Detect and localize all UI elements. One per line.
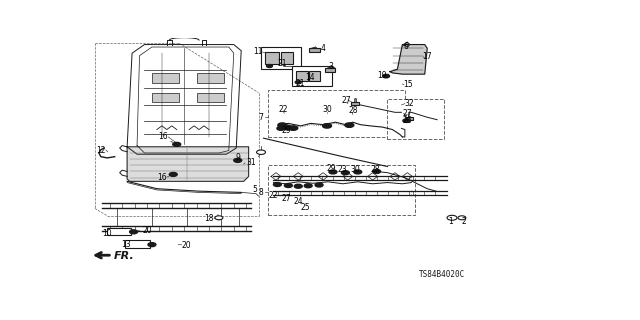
Circle shape bbox=[284, 184, 292, 188]
Text: 30: 30 bbox=[351, 165, 361, 174]
Text: 13: 13 bbox=[121, 240, 131, 249]
Text: 15: 15 bbox=[404, 80, 413, 89]
Text: 26: 26 bbox=[403, 116, 412, 125]
Text: 14: 14 bbox=[305, 73, 314, 82]
Text: 9: 9 bbox=[236, 153, 240, 162]
Text: 16: 16 bbox=[159, 132, 168, 141]
Text: 27: 27 bbox=[281, 194, 291, 203]
Text: 7: 7 bbox=[259, 113, 264, 122]
Circle shape bbox=[329, 170, 337, 174]
Text: 11: 11 bbox=[253, 47, 262, 56]
Bar bbox=[261, 47, 301, 69]
Circle shape bbox=[257, 150, 266, 155]
Text: 8: 8 bbox=[259, 188, 264, 197]
Circle shape bbox=[278, 123, 287, 127]
Circle shape bbox=[323, 124, 332, 128]
Circle shape bbox=[447, 215, 457, 220]
Text: 32: 32 bbox=[404, 99, 413, 108]
Circle shape bbox=[458, 216, 466, 220]
Bar bbox=[281, 52, 293, 64]
Bar bbox=[152, 92, 179, 102]
Bar bbox=[292, 66, 332, 86]
Circle shape bbox=[234, 158, 242, 162]
Polygon shape bbox=[127, 147, 249, 181]
Circle shape bbox=[345, 123, 354, 127]
Text: FR.: FR. bbox=[114, 251, 134, 261]
Bar bbox=[309, 47, 320, 52]
Circle shape bbox=[148, 243, 156, 247]
Circle shape bbox=[403, 119, 410, 123]
Text: 23: 23 bbox=[337, 165, 347, 174]
Text: 12: 12 bbox=[96, 146, 106, 155]
Circle shape bbox=[277, 126, 285, 130]
Bar bbox=[264, 52, 280, 64]
Circle shape bbox=[215, 216, 223, 220]
Bar bbox=[125, 240, 150, 248]
Bar bbox=[351, 102, 359, 105]
Circle shape bbox=[341, 171, 349, 175]
Bar bbox=[325, 68, 335, 72]
Bar bbox=[405, 117, 413, 120]
Text: 27: 27 bbox=[341, 96, 351, 105]
Polygon shape bbox=[390, 44, 428, 74]
Text: 20: 20 bbox=[142, 226, 152, 235]
Bar bbox=[152, 73, 179, 83]
Circle shape bbox=[173, 142, 180, 146]
Bar bbox=[196, 92, 224, 102]
Bar bbox=[108, 228, 131, 235]
Bar bbox=[269, 90, 405, 137]
Circle shape bbox=[295, 81, 301, 84]
Text: 27: 27 bbox=[403, 109, 412, 118]
Text: 4: 4 bbox=[321, 44, 326, 53]
Text: 31: 31 bbox=[246, 158, 256, 167]
Circle shape bbox=[294, 184, 302, 188]
Text: 3: 3 bbox=[328, 62, 333, 71]
Text: 29: 29 bbox=[281, 125, 291, 135]
Text: 29: 29 bbox=[326, 164, 336, 173]
Text: 5: 5 bbox=[252, 185, 257, 195]
Text: 21: 21 bbox=[296, 79, 305, 88]
Text: 28: 28 bbox=[371, 165, 380, 174]
Circle shape bbox=[383, 74, 390, 78]
Circle shape bbox=[372, 170, 381, 173]
Circle shape bbox=[354, 170, 362, 174]
Text: 24: 24 bbox=[293, 197, 303, 206]
Text: 10: 10 bbox=[102, 229, 112, 238]
Text: 18: 18 bbox=[204, 214, 214, 223]
Text: 30: 30 bbox=[322, 105, 332, 114]
Text: 19: 19 bbox=[377, 71, 387, 80]
Bar bbox=[296, 71, 308, 81]
Circle shape bbox=[129, 230, 138, 234]
Circle shape bbox=[273, 182, 282, 187]
Circle shape bbox=[169, 172, 177, 176]
Bar bbox=[269, 165, 415, 215]
Circle shape bbox=[315, 183, 323, 187]
Circle shape bbox=[304, 184, 312, 188]
Text: 20: 20 bbox=[182, 241, 191, 250]
Circle shape bbox=[266, 65, 273, 68]
Text: 6: 6 bbox=[404, 42, 409, 51]
Text: 25: 25 bbox=[301, 204, 310, 212]
Circle shape bbox=[283, 125, 292, 130]
Text: 21: 21 bbox=[278, 59, 287, 68]
Bar bbox=[387, 99, 444, 140]
Text: TS84B4020C: TS84B4020C bbox=[419, 270, 465, 279]
Text: 2: 2 bbox=[461, 218, 467, 227]
Bar bbox=[196, 73, 224, 83]
Text: 28: 28 bbox=[348, 106, 358, 115]
Text: 16: 16 bbox=[157, 172, 166, 182]
Text: 17: 17 bbox=[422, 52, 432, 61]
Text: 22: 22 bbox=[269, 191, 278, 200]
Bar bbox=[309, 71, 320, 81]
Text: 22: 22 bbox=[278, 105, 288, 114]
Text: 1: 1 bbox=[449, 218, 453, 227]
Circle shape bbox=[289, 126, 298, 130]
